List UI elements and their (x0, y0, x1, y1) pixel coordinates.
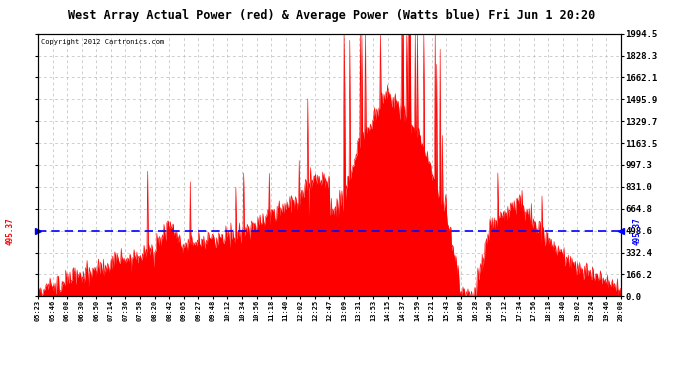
Text: Copyright 2012 Cartronics.com: Copyright 2012 Cartronics.com (41, 39, 164, 45)
Text: West Array Actual Power (red) & Average Power (Watts blue) Fri Jun 1 20:20: West Array Actual Power (red) & Average … (68, 9, 595, 22)
Text: 495.37: 495.37 (633, 217, 642, 245)
Text: 495.37: 495.37 (6, 217, 14, 245)
